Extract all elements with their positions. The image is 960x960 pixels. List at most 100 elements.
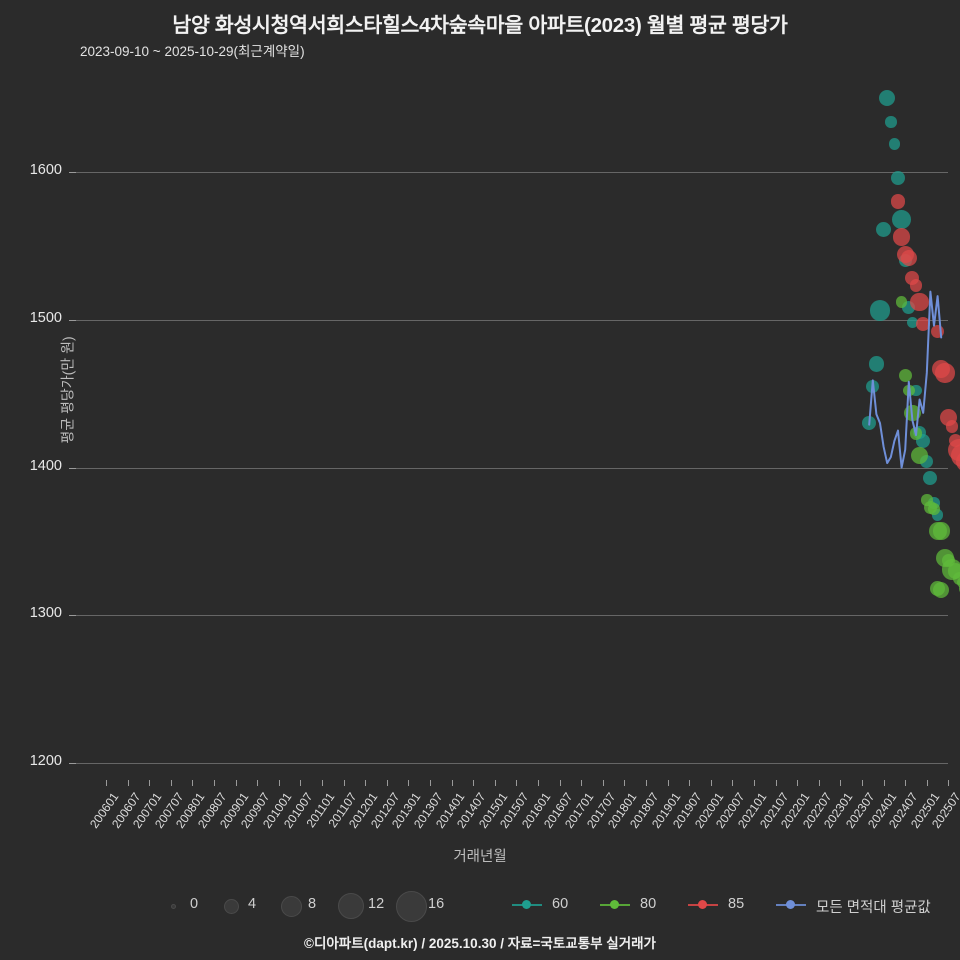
x-tick-mark-202401 <box>883 780 885 786</box>
x-tick-mark-201801 <box>624 780 626 786</box>
scatter-point <box>911 447 929 465</box>
x-tick-mark-201901 <box>667 780 669 786</box>
scatter-point <box>900 249 917 266</box>
scatter-point <box>952 571 960 585</box>
x-tick-mark-202507 <box>948 780 950 786</box>
x-tick-mark-200807 <box>214 780 215 786</box>
x-tick-mark-201201 <box>365 780 367 786</box>
scatter-point <box>910 384 922 397</box>
plot-area: 평균 평당가(만 원) <box>60 80 960 780</box>
scatter-point <box>890 194 906 209</box>
legend-label-0[interactable]: 60 <box>552 896 569 912</box>
legend-label-2[interactable]: 85 <box>728 896 745 912</box>
legend-label-3[interactable]: 모든 면적대 평균값 <box>816 900 931 916</box>
legend-size-label-8: 8 <box>308 896 317 912</box>
legend-marker-0[interactable] <box>522 900 531 909</box>
legend-size-label-0: 0 <box>190 896 199 912</box>
scatter-point <box>885 116 897 128</box>
gridline-1600 <box>76 172 948 173</box>
scatter-point <box>879 89 896 107</box>
scatter-point <box>923 470 938 485</box>
scatter-point <box>890 170 906 185</box>
x-tick-mark-201207 <box>386 780 388 786</box>
scatter-point <box>888 138 901 150</box>
x-tick-mark-201507 <box>516 780 518 786</box>
x-tick-mark-202407 <box>905 780 907 786</box>
x-tick-mark-202201 <box>797 780 799 786</box>
x-tick-mark-200901 <box>235 780 237 786</box>
x-tick-mark-201107 <box>343 780 345 786</box>
scatter-point <box>916 317 931 332</box>
y-tick-label-1400: 1400 <box>29 457 62 474</box>
scatter-point <box>921 494 933 506</box>
scatter-point <box>931 509 944 521</box>
y-tick-label-1200: 1200 <box>29 753 62 769</box>
x-tick-mark-200607 <box>127 780 129 786</box>
x-tick-mark-202301 <box>840 780 842 786</box>
gridline-1400 <box>76 467 948 469</box>
x-tick-mark-200601 <box>106 780 107 786</box>
legend-size-dot-8 <box>280 895 302 917</box>
x-tick-mark-202107 <box>775 780 777 786</box>
legend-size-dot-4 <box>223 898 239 914</box>
legend-marker-2[interactable] <box>698 900 707 909</box>
gridline-1500 <box>76 319 948 321</box>
legend: 0 4 8 12 16 60 80 85 모든 면적대 평균값 <box>0 886 960 926</box>
x-tick-mark-201001 <box>278 780 280 786</box>
x-tick-mark-201401 <box>451 780 453 786</box>
scatter-point <box>906 316 919 329</box>
scatter-point <box>910 292 929 312</box>
y-axis-title: 평균 평당가(만 원) <box>59 336 76 444</box>
scatter-point <box>928 503 940 515</box>
x-tick-mark-201101 <box>322 780 323 786</box>
x-tick-mark-202307 <box>862 780 863 786</box>
footer-credit: ©디아파트(dapt.kr) / 2025.10.30 / 자료=국토교통부 실… <box>304 936 656 951</box>
scatter-point <box>951 443 960 468</box>
legend-size-dot-16 <box>395 890 427 922</box>
legend-size-label-16: 16 <box>428 896 445 912</box>
x-axis: 200601 200607 200701 200707 200801 200807 2009… <box>76 780 960 850</box>
legend-marker-1[interactable] <box>610 900 619 909</box>
scatter-point <box>957 576 960 589</box>
x-tick-mark-201501 <box>494 780 496 786</box>
scatter-point <box>933 581 950 599</box>
page-title: 남양 화성시청역서희스타힐스4차숲속마을 아파트(2023) 월별 평균 평당가 <box>172 14 788 37</box>
y-tick-mark-1200 <box>69 763 76 764</box>
x-tick-mark-200701 <box>149 780 151 786</box>
legend-size-label-4: 4 <box>248 896 257 912</box>
scatter-point <box>892 209 911 229</box>
x-tick-mark-201407 <box>473 780 475 786</box>
legend-marker-3[interactable] <box>786 900 795 909</box>
x-tick-mark-201307 <box>430 780 431 786</box>
y-tick-mark-1500 <box>69 319 76 321</box>
scatter-point <box>932 522 950 540</box>
x-tick-mark-200801 <box>192 780 194 786</box>
x-tick-mark-201907 <box>689 780 691 786</box>
legend-size-label-12: 12 <box>368 896 385 912</box>
scatter-point <box>895 296 908 308</box>
x-tick-mark-201601 <box>538 780 539 786</box>
x-tick-mark-201807 <box>646 780 647 786</box>
x-tick-mark-200707 <box>170 780 172 786</box>
gridline-1200 <box>76 763 948 764</box>
x-tick-mark-201007 <box>300 780 302 786</box>
scatter-point <box>869 300 891 322</box>
scatter-point <box>898 369 912 383</box>
scatter-point <box>893 228 911 246</box>
scatter-point <box>955 451 960 473</box>
x-tick-mark-201701 <box>581 780 583 786</box>
chart-subtitle: 2023-09-10 ~ 2025-10-29(최근계약일) <box>80 44 305 59</box>
y-tick-label-1300: 1300 <box>29 605 62 622</box>
y-tick-label-1600: 1600 <box>29 162 62 178</box>
average-line <box>868 290 943 469</box>
scatter-point <box>958 581 960 597</box>
scatter-point <box>875 221 892 238</box>
x-tick-mark-201301 <box>408 780 410 786</box>
legend-label-1[interactable]: 80 <box>640 896 657 912</box>
x-tick-mark-202207 <box>818 780 820 786</box>
x-tick-mark-200907 <box>257 780 259 786</box>
scatter-point <box>909 279 923 293</box>
legend-size-dot-12 <box>338 893 364 919</box>
scatter-point <box>868 356 885 372</box>
